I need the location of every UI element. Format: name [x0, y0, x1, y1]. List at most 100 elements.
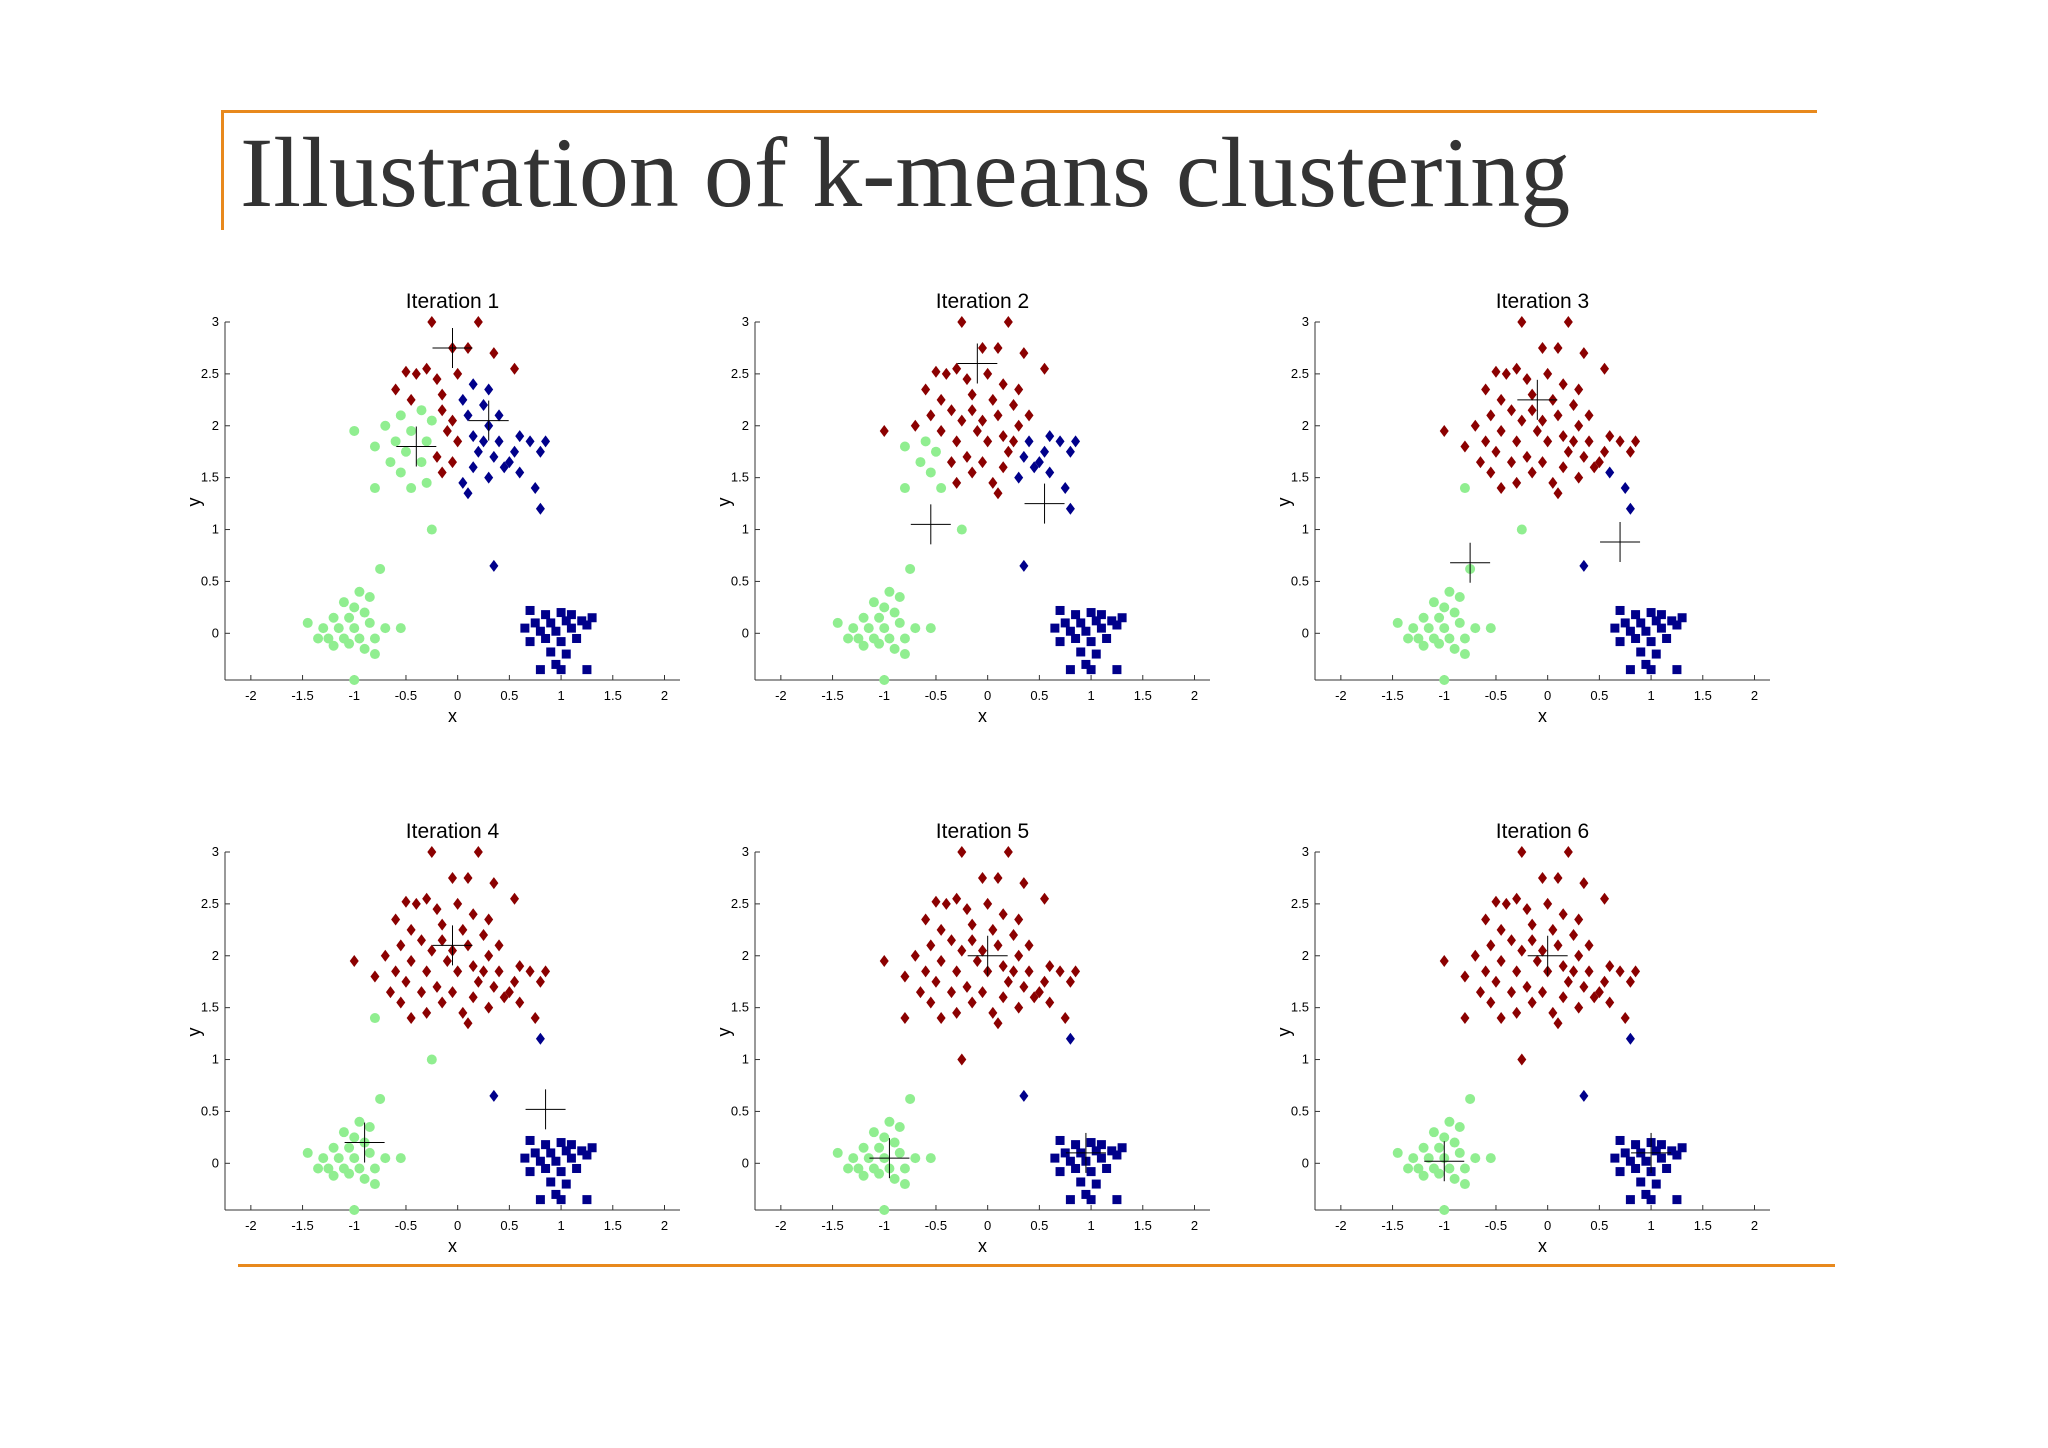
data-point: [370, 970, 380, 983]
data-point: [884, 1116, 895, 1127]
data-point: [432, 373, 442, 386]
data-point: [416, 405, 427, 416]
data-point: [473, 445, 483, 458]
data-point: [921, 965, 931, 978]
data-point: [899, 483, 910, 494]
x-axis-label: x: [978, 1236, 987, 1256]
data-point: [1071, 965, 1081, 978]
y-tick-label: 3: [1302, 844, 1309, 859]
data-point: [494, 965, 504, 978]
data-point: [956, 524, 967, 535]
chart-title: Iteration 1: [406, 290, 499, 313]
data-point: [535, 502, 545, 515]
data-point: [427, 316, 437, 328]
data-point: [1117, 613, 1127, 623]
chart-iteration-3: -2 -1.5 -1 -0.5 0 0.5 1 1.5 2 0 0.5 1 1.5 2 2.5 3 Iterat…: [1274, 290, 1770, 726]
data-point: [1641, 1189, 1651, 1199]
data-point: [448, 986, 457, 999]
data-point: [1475, 456, 1485, 469]
data-point: [921, 913, 931, 926]
data-point: [1460, 970, 1470, 983]
data-point: [1470, 949, 1480, 962]
data-point: [546, 1177, 556, 1187]
data-point: [1579, 559, 1589, 572]
data-point: [1522, 980, 1532, 993]
data-point: [868, 597, 879, 608]
data-point: [1579, 450, 1589, 463]
data-point: [1055, 965, 1065, 978]
data-point: [525, 435, 535, 448]
data-point: [541, 610, 551, 620]
data-point: [1584, 435, 1594, 448]
data-point: [1413, 633, 1424, 644]
data-point: [946, 934, 956, 947]
data-point: [1014, 419, 1024, 432]
data-point: [998, 908, 1008, 921]
data-point: [998, 430, 1008, 443]
data-point: [1672, 620, 1682, 630]
data-point: [983, 897, 993, 910]
data-point: [978, 986, 987, 999]
data-point: [874, 612, 885, 623]
data-point: [1574, 383, 1584, 396]
data-point: [1076, 1177, 1086, 1187]
data-point: [1418, 640, 1429, 651]
chart-title: Iteration 5: [936, 820, 1029, 843]
data-point: [1071, 610, 1081, 620]
x-tick-label: -1: [1438, 1218, 1450, 1233]
data-point: [1605, 996, 1615, 1009]
data-point: [978, 414, 987, 427]
data-point: [302, 617, 313, 628]
data-point: [1491, 365, 1501, 378]
data-point: [313, 1163, 324, 1174]
data-point: [1589, 991, 1599, 1004]
data-point: [1656, 623, 1666, 633]
data-point: [437, 466, 447, 479]
data-point: [946, 404, 956, 417]
data-point: [879, 602, 890, 613]
data-point: [556, 608, 566, 618]
data-point: [551, 659, 561, 669]
data-point: [1439, 954, 1449, 967]
data-point: [546, 647, 556, 657]
data-point: [1569, 965, 1579, 978]
data-point: [978, 456, 987, 469]
data-point: [541, 1140, 551, 1150]
data-point: [1003, 445, 1013, 458]
data-point: [1081, 659, 1091, 669]
data-point: [1662, 1163, 1672, 1173]
y-tick-label: 0: [1302, 1155, 1309, 1170]
x-tick-label: 1: [1087, 1218, 1094, 1233]
data-point: [566, 1153, 576, 1163]
y-tick-label: 0: [1302, 625, 1309, 640]
data-point: [411, 897, 421, 910]
data-point: [390, 436, 401, 447]
data-point: [1485, 1153, 1496, 1164]
data-point: [385, 457, 396, 468]
data-point: [1677, 1143, 1687, 1153]
data-point: [338, 597, 349, 608]
data-point: [1459, 633, 1470, 644]
x-tick-label: 0.5: [1030, 688, 1048, 703]
data-point: [1569, 929, 1579, 942]
data-point: [468, 908, 478, 921]
x-tick-label: 2: [1751, 688, 1758, 703]
data-point: [998, 991, 1008, 1004]
data-point: [1527, 934, 1537, 947]
data-point: [889, 607, 900, 618]
y-tick-label: 2: [742, 948, 749, 963]
data-point: [437, 918, 447, 931]
x-tick-label: 0.5: [1030, 1218, 1048, 1233]
y-tick-label: 3: [742, 314, 749, 329]
data-point: [848, 623, 859, 634]
data-point: [1045, 430, 1055, 443]
data-point: [983, 435, 993, 448]
data-point: [874, 1142, 885, 1153]
data-point: [510, 892, 520, 905]
data-point: [832, 1147, 843, 1158]
x-tick-label: 0: [1544, 688, 1551, 703]
data-point: [1055, 637, 1065, 647]
x-tick-label: -1.5: [821, 1218, 843, 1233]
data-point: [1615, 1167, 1625, 1177]
data-point: [530, 1012, 540, 1025]
